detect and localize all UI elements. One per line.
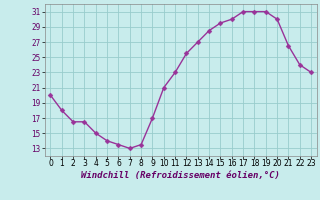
X-axis label: Windchill (Refroidissement éolien,°C): Windchill (Refroidissement éolien,°C) [81, 171, 280, 180]
